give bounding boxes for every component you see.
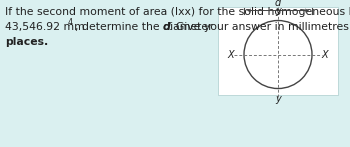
FancyBboxPatch shape [218,7,338,95]
Text: , determine the diameter: , determine the diameter [75,22,216,32]
Text: X: X [228,50,234,60]
Text: y: y [275,6,281,16]
Text: d: d [163,22,171,32]
Text: y: y [275,93,281,103]
Text: 43,546.92 mm: 43,546.92 mm [5,22,85,32]
Text: d: d [275,0,281,7]
Text: places.: places. [5,37,48,47]
Text: . Give your answer in millimetres (mm) to two decimal: . Give your answer in millimetres (mm) t… [169,22,350,32]
Text: If the second moment of area (Ixx) for the solid homogeneous beam section shown : If the second moment of area (Ixx) for t… [5,7,350,17]
Text: X: X [322,50,328,60]
Text: 4: 4 [68,18,73,27]
